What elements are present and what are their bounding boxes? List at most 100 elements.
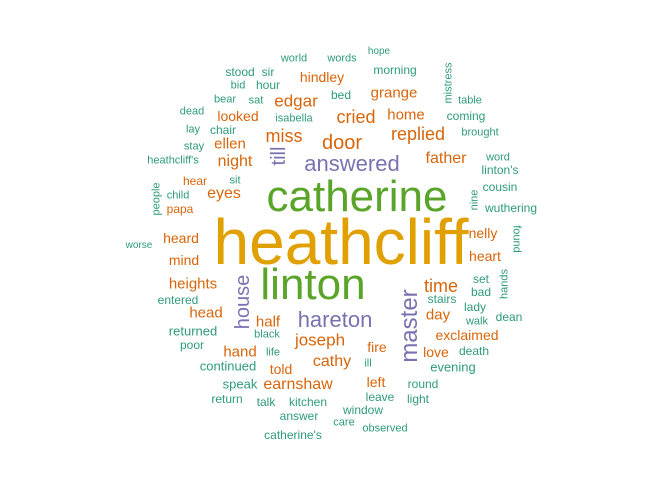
word-table: table — [458, 94, 482, 107]
word-found: found — [510, 225, 523, 253]
word-house: house — [232, 274, 254, 330]
word-father: father — [425, 150, 467, 167]
word-talk: talk — [256, 395, 276, 409]
word-speak: speak — [222, 376, 258, 392]
word-mistress: mistress — [442, 62, 455, 104]
word-returned: returned — [168, 323, 218, 339]
word-home: home — [387, 106, 425, 124]
word-isabella: isabella — [275, 112, 313, 125]
word-answered: answered — [304, 151, 400, 176]
word-time: time — [423, 276, 459, 296]
word-coming: coming — [446, 109, 486, 123]
word-night: night — [217, 153, 253, 170]
word-continued: continued — [199, 358, 257, 374]
word-lady: lady — [463, 300, 487, 314]
word-mind: mind — [168, 252, 200, 268]
word-till: till — [268, 146, 290, 166]
word-love: love — [423, 344, 449, 360]
word-heights: heights — [168, 275, 218, 293]
word-looked: looked — [217, 108, 259, 124]
word-door: door — [321, 132, 363, 154]
word-morning: morning — [373, 63, 417, 77]
word-eyes: eyes — [207, 185, 241, 202]
word-fire: fire — [367, 339, 387, 355]
word-world: world — [280, 52, 308, 65]
word-set: set — [472, 272, 490, 286]
word-catherine: catherine — [266, 172, 448, 221]
word-dean: dean — [495, 310, 523, 324]
word-cathy: cathy — [312, 353, 352, 370]
word-hands: hands — [498, 269, 511, 299]
word-papa: papa — [166, 202, 194, 216]
word-joseph: joseph — [294, 330, 346, 350]
word-return: return — [211, 392, 243, 406]
word-master: master — [396, 289, 423, 363]
word-earnshaw: earnshaw — [263, 376, 333, 393]
word-heard: heard — [163, 230, 199, 246]
word-death: death — [458, 344, 490, 358]
word-cousin: cousin — [482, 180, 518, 194]
word-replied: replied — [390, 124, 446, 144]
word-walk: walk — [465, 315, 489, 328]
word-stood: stood — [225, 65, 255, 79]
word-poor: poor — [179, 338, 205, 352]
word-stay: stay — [183, 140, 205, 153]
word-sit: sit — [229, 174, 241, 187]
word-bear: bear — [213, 93, 237, 106]
word-hand: hand — [223, 343, 257, 361]
word-ill: ill — [364, 357, 372, 370]
word-catherine-s: catherine's — [264, 428, 322, 442]
word-chair: chair — [209, 123, 237, 137]
word-half: half — [255, 313, 281, 331]
word-words: words — [327, 52, 357, 65]
word-hindley: hindley — [299, 69, 345, 85]
word-edgar: edgar — [274, 91, 318, 111]
word-bid: bid — [230, 79, 246, 92]
word-lay: lay — [185, 123, 201, 136]
word-day: day — [425, 306, 451, 324]
word-observed: observed — [362, 422, 408, 435]
word-ellen: ellen — [214, 135, 246, 153]
word-linton: linton — [260, 260, 366, 309]
word-word: word — [486, 151, 510, 164]
word-told: told — [269, 361, 293, 377]
word-light: light — [406, 392, 430, 406]
word-exclaimed: exclaimed — [435, 327, 499, 343]
word-heathcliff-s: heathcliff's — [147, 154, 199, 167]
word-left: left — [366, 374, 386, 390]
word-hareton: hareton — [297, 307, 373, 332]
word-kitchen: kitchen — [288, 395, 328, 409]
word-worse: worse — [125, 240, 153, 251]
word-linton-s: linton's — [481, 163, 519, 177]
word-dead: dead — [179, 105, 205, 118]
word-leave: leave — [365, 390, 395, 404]
word-hour: hour — [255, 78, 281, 92]
word-brought: brought — [461, 126, 499, 139]
word-grange: grange — [370, 84, 418, 102]
word-heathcliff: heathcliff — [213, 206, 469, 278]
word-care: care — [333, 416, 355, 429]
word-bed: bed — [330, 88, 352, 102]
word-people: people — [150, 182, 163, 216]
word-nine: nine — [468, 189, 481, 211]
word-stairs: stairs — [427, 292, 457, 306]
word-cried: cried — [336, 107, 376, 127]
word-entered: entered — [157, 293, 199, 307]
word-child: child — [166, 189, 190, 202]
word-hope: hope — [367, 46, 391, 57]
word-nelly: nelly — [468, 225, 498, 241]
word-heart: heart — [469, 248, 501, 264]
word-hear: hear — [182, 174, 208, 188]
word-window: window — [342, 403, 384, 417]
word-round: round — [407, 377, 439, 391]
word-black: black — [254, 328, 280, 341]
word-sat: sat — [248, 94, 264, 107]
word-answer: answer — [279, 409, 319, 423]
word-life: life — [265, 346, 281, 359]
word-miss: miss — [265, 126, 303, 146]
word-bad: bad — [470, 285, 492, 299]
word-sir: sir — [261, 65, 275, 79]
word-head: head — [189, 304, 223, 322]
word-wuthering: wuthering — [484, 201, 538, 215]
